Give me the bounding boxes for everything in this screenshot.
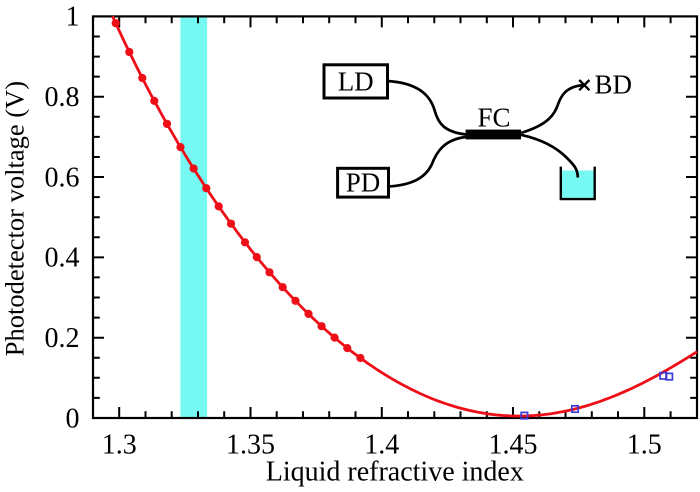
svg-text:1.4: 1.4 xyxy=(364,430,399,461)
svg-text:1.5: 1.5 xyxy=(627,430,662,461)
svg-text:0: 0 xyxy=(66,403,80,434)
svg-text:1.3: 1.3 xyxy=(102,430,137,461)
svg-text:0.4: 0.4 xyxy=(45,243,80,274)
svg-text:0.6: 0.6 xyxy=(45,162,80,193)
svg-text:LD: LD xyxy=(338,67,374,97)
svg-text:Photodetector voltage (V): Photodetector voltage (V) xyxy=(0,81,30,356)
svg-text:Liquid refractive index: Liquid refractive index xyxy=(266,457,524,488)
svg-text:0.2: 0.2 xyxy=(45,323,80,354)
svg-text:1.45: 1.45 xyxy=(489,430,538,461)
svg-text:0.8: 0.8 xyxy=(45,82,80,113)
svg-text:1: 1 xyxy=(66,2,80,33)
svg-text:FC: FC xyxy=(477,103,510,133)
svg-text:BD: BD xyxy=(595,70,633,100)
svg-text:PD: PD xyxy=(346,168,381,198)
svg-text:1.35: 1.35 xyxy=(226,430,275,461)
